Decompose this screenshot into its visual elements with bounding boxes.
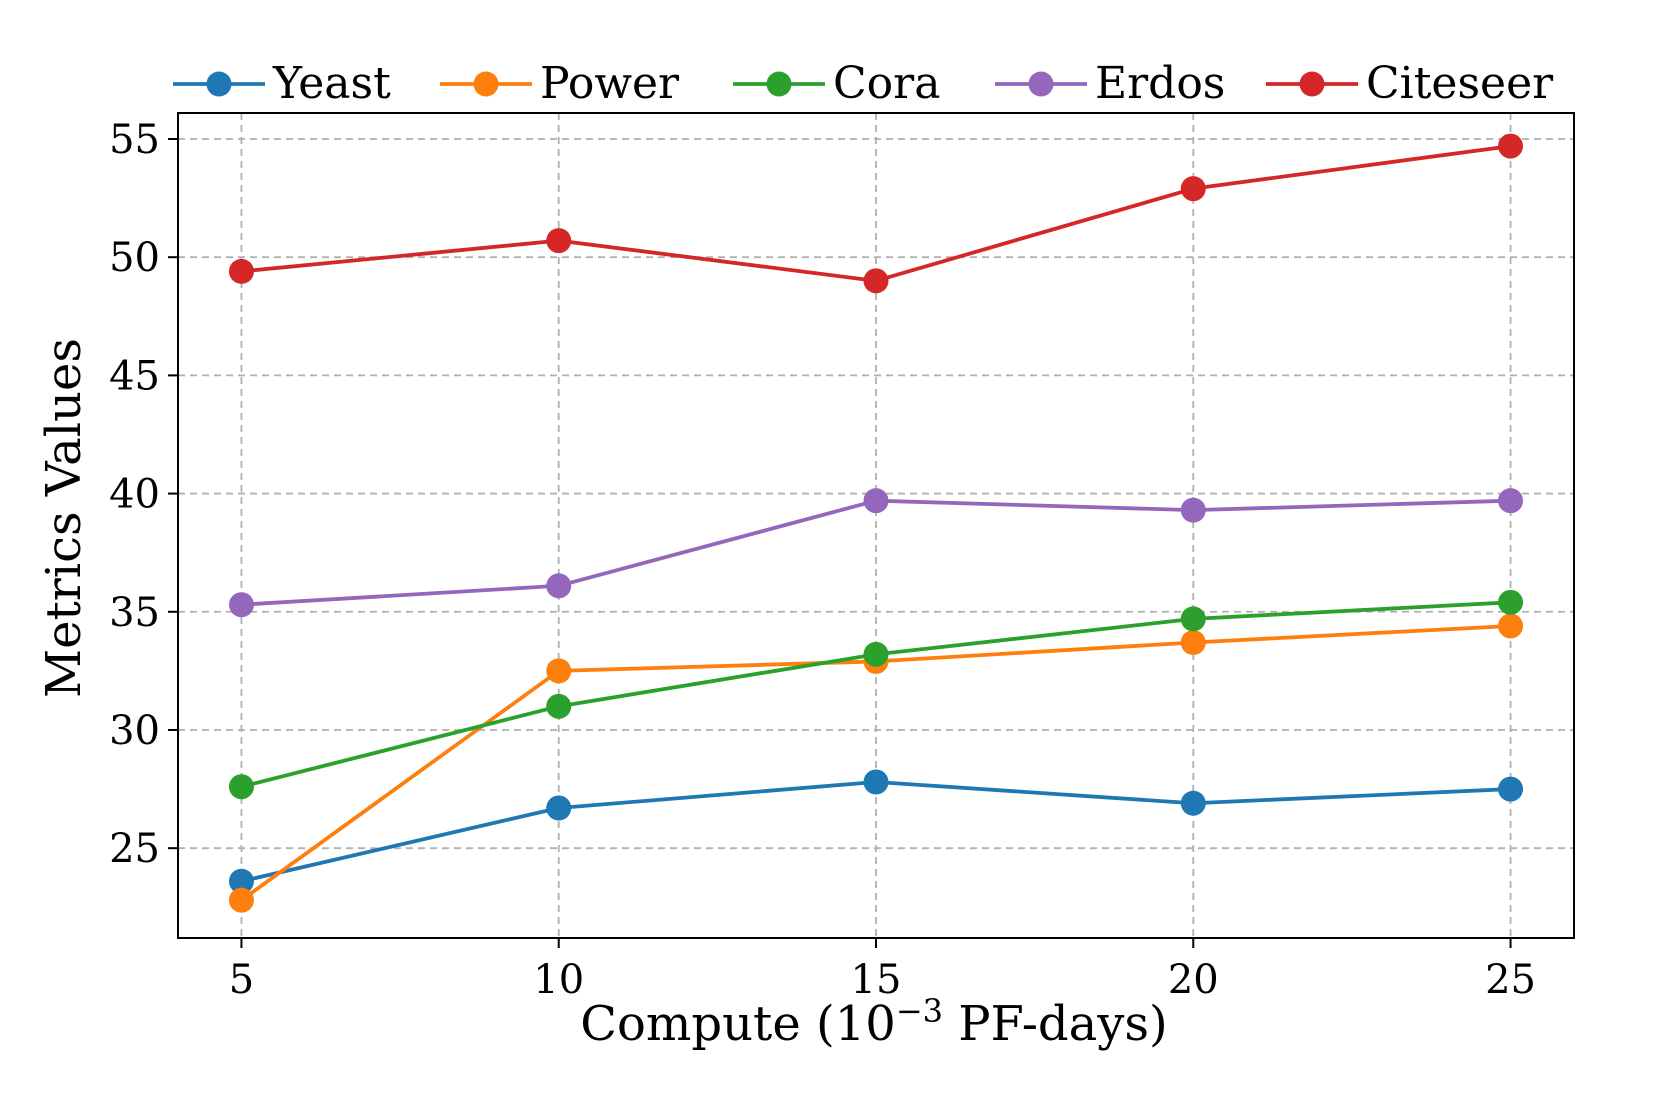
data-point [863, 769, 889, 795]
legend-item-power: Power [440, 58, 680, 109]
y-tick-label: 30 [109, 708, 160, 754]
data-point [228, 258, 254, 284]
data-point [546, 228, 572, 254]
data-point [863, 268, 889, 294]
y-tick-label: 50 [109, 235, 160, 281]
legend-item-erdos: Erdos [995, 58, 1225, 109]
y-tick-label: 35 [109, 590, 160, 636]
x-tick-label: 10 [533, 957, 584, 1003]
y-tick-label: 25 [109, 826, 160, 872]
y-tick-label: 55 [109, 117, 160, 163]
data-point [863, 641, 889, 667]
legend-label: Power [540, 58, 680, 109]
data-point [1498, 133, 1524, 159]
x-tick-label: 5 [229, 957, 254, 1003]
data-point [228, 592, 254, 618]
legend-label: Erdos [1095, 58, 1225, 109]
grid [178, 113, 1574, 938]
data-point [1498, 589, 1524, 615]
data-point [228, 887, 254, 913]
y-axis-label: Metrics Values [36, 338, 92, 698]
legend-marker [206, 71, 232, 97]
series-line [241, 780, 1511, 884]
series-erdos [228, 488, 1524, 618]
x-axis-label-suffix: PF-days) [943, 996, 1168, 1052]
data-point [1498, 776, 1524, 802]
x-axis-label-main: Compute (10 [580, 996, 896, 1052]
x-axis-label: Compute (10−3 PF-days) [580, 992, 1167, 1052]
data-point [546, 573, 572, 599]
y-tick-label: 40 [109, 472, 160, 518]
series-citeseer [228, 133, 1524, 294]
legend-item-cora: Cora [733, 58, 940, 109]
x-tick-label: 20 [1168, 957, 1219, 1003]
legend-item-citeseer: Citeseer [1266, 58, 1554, 109]
x-tick-label: 15 [851, 957, 902, 1003]
y-axis-ticks: 25 30 35 40 45 50 55 [109, 117, 178, 872]
data-point [228, 774, 254, 800]
legend-marker [1299, 71, 1325, 97]
data-point [546, 693, 572, 719]
data-point [1180, 176, 1206, 202]
data-point [228, 868, 254, 894]
legend: Yeast Power Cora Erdos Citeseer [173, 58, 1554, 109]
data-point [1180, 790, 1206, 816]
x-axis-ticks: 5 10 15 20 25 [229, 938, 1536, 1003]
legend-marker [473, 71, 499, 97]
series-yeast [228, 769, 1524, 894]
data-point [1180, 630, 1206, 656]
data-point [1180, 497, 1206, 523]
series-line [241, 498, 1511, 607]
legend-item-yeast: Yeast [173, 58, 391, 109]
data-point [1498, 488, 1524, 514]
series-cora [228, 589, 1524, 800]
legend-marker [766, 71, 792, 97]
legend-marker [1028, 71, 1054, 97]
x-tick-label: 25 [1485, 957, 1536, 1003]
x-axis-label-exponent: −3 [896, 992, 943, 1030]
data-point [546, 795, 572, 821]
data-point [1180, 606, 1206, 632]
data-point [1498, 613, 1524, 639]
legend-label: Yeast [272, 58, 391, 109]
legend-label: Citeseer [1366, 58, 1554, 109]
legend-label: Cora [833, 58, 940, 109]
y-tick-label: 45 [109, 353, 160, 399]
series-layer [228, 133, 1524, 913]
data-point [546, 658, 572, 684]
data-point [863, 488, 889, 514]
